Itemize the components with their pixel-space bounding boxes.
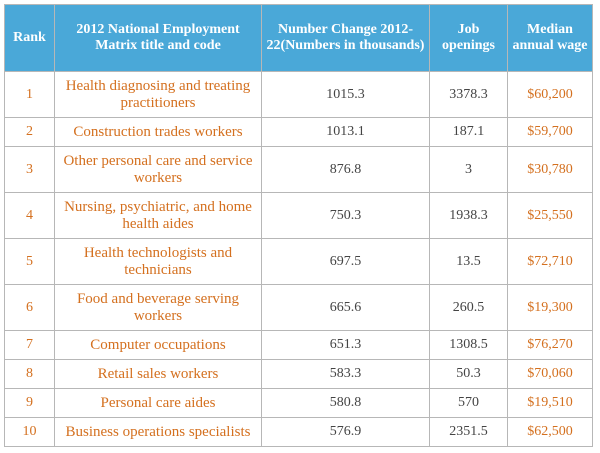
- rank-cell: 9: [4, 388, 55, 418]
- title-cell: Business operations specialists: [54, 417, 262, 447]
- rank-cell: 6: [4, 284, 55, 331]
- title-cell: Health technologists and technicians: [54, 238, 262, 285]
- change-cell: 651.3: [261, 330, 430, 360]
- header-number-change: Number Change 2012-22(Numbers in thousan…: [261, 4, 430, 72]
- wage-cell: $19,300: [507, 284, 593, 331]
- header-median-wage: Median annual wage: [507, 4, 593, 72]
- openings-cell: 2351.5: [429, 417, 508, 447]
- change-cell: 697.5: [261, 238, 430, 285]
- title-cell: Computer occupations: [54, 330, 262, 360]
- change-cell: 580.8: [261, 388, 430, 418]
- openings-cell: 1938.3: [429, 192, 508, 239]
- change-cell: 576.9: [261, 417, 430, 447]
- wage-cell: $59,700: [507, 117, 593, 147]
- header-rank: Rank: [4, 4, 55, 72]
- change-cell: 1015.3: [261, 71, 430, 118]
- openings-cell: 1308.5: [429, 330, 508, 360]
- rank-cell: 4: [4, 192, 55, 239]
- table-row: 9 Personal care aides 580.8 570 $19,510: [4, 388, 593, 418]
- rank-cell: 7: [4, 330, 55, 360]
- employment-table-container: Rank 2012 National Employment Matrix tit…: [4, 4, 593, 447]
- table-row: 5 Health technologists and technicians 6…: [4, 238, 593, 285]
- rank-cell: 10: [4, 417, 55, 447]
- rank-cell: 8: [4, 359, 55, 389]
- wage-cell: $60,200: [507, 71, 593, 118]
- table-row: 1 Health diagnosing and treating practit…: [4, 71, 593, 118]
- wage-cell: $19,510: [507, 388, 593, 418]
- title-cell: Other personal care and service workers: [54, 146, 262, 193]
- wage-cell: $30,780: [507, 146, 593, 193]
- table-row: 7 Computer occupations 651.3 1308.5 $76,…: [4, 330, 593, 360]
- change-cell: 665.6: [261, 284, 430, 331]
- openings-cell: 187.1: [429, 117, 508, 147]
- employment-table: Rank 2012 National Employment Matrix tit…: [4, 4, 593, 447]
- openings-cell: 260.5: [429, 284, 508, 331]
- title-cell: Construction trades workers: [54, 117, 262, 147]
- table-row: 8 Retail sales workers 583.3 50.3 $70,06…: [4, 359, 593, 389]
- wage-cell: $72,710: [507, 238, 593, 285]
- title-cell: Personal care aides: [54, 388, 262, 418]
- title-cell: Health diagnosing and treating practitio…: [54, 71, 262, 118]
- table-row: 3 Other personal care and service worker…: [4, 146, 593, 193]
- table-header-row: Rank 2012 National Employment Matrix tit…: [4, 4, 593, 72]
- change-cell: 750.3: [261, 192, 430, 239]
- wage-cell: $25,550: [507, 192, 593, 239]
- table-row: 10 Business operations specialists 576.9…: [4, 417, 593, 447]
- rank-cell: 5: [4, 238, 55, 285]
- table-row: 2 Construction trades workers 1013.1 187…: [4, 117, 593, 147]
- wage-cell: $76,270: [507, 330, 593, 360]
- openings-cell: 3378.3: [429, 71, 508, 118]
- change-cell: 583.3: [261, 359, 430, 389]
- header-job-openings: Job openings: [429, 4, 508, 72]
- change-cell: 876.8: [261, 146, 430, 193]
- table-row: 4 Nursing, psychiatric, and home health …: [4, 192, 593, 239]
- openings-cell: 13.5: [429, 238, 508, 285]
- wage-cell: $62,500: [507, 417, 593, 447]
- title-cell: Retail sales workers: [54, 359, 262, 389]
- wage-cell: $70,060: [507, 359, 593, 389]
- openings-cell: 570: [429, 388, 508, 418]
- title-cell: Food and beverage serving workers: [54, 284, 262, 331]
- rank-cell: 3: [4, 146, 55, 193]
- change-cell: 1013.1: [261, 117, 430, 147]
- openings-cell: 3: [429, 146, 508, 193]
- header-title: 2012 National Employment Matrix title an…: [54, 4, 262, 72]
- title-cell: Nursing, psychiatric, and home health ai…: [54, 192, 262, 239]
- table-row: 6 Food and beverage serving workers 665.…: [4, 284, 593, 331]
- rank-cell: 2: [4, 117, 55, 147]
- rank-cell: 1: [4, 71, 55, 118]
- openings-cell: 50.3: [429, 359, 508, 389]
